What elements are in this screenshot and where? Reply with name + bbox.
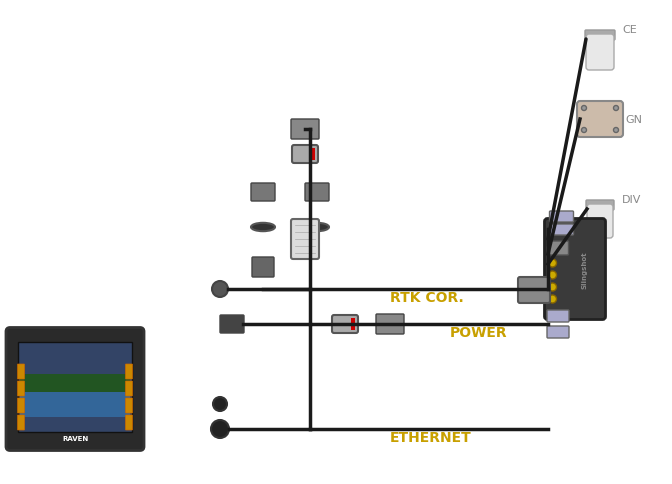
Text: RTK COR.: RTK COR. (390, 290, 464, 304)
FancyBboxPatch shape (17, 415, 24, 430)
FancyBboxPatch shape (585, 31, 615, 41)
Circle shape (581, 106, 587, 111)
FancyBboxPatch shape (544, 219, 605, 320)
FancyBboxPatch shape (577, 102, 623, 138)
FancyBboxPatch shape (126, 364, 132, 379)
FancyBboxPatch shape (305, 183, 329, 201)
FancyBboxPatch shape (17, 398, 24, 413)
Text: CE: CE (622, 25, 637, 35)
FancyBboxPatch shape (126, 381, 132, 396)
FancyBboxPatch shape (17, 364, 24, 379)
FancyBboxPatch shape (332, 316, 358, 333)
Circle shape (548, 272, 556, 279)
FancyBboxPatch shape (251, 183, 275, 201)
Bar (311, 149, 315, 161)
FancyBboxPatch shape (547, 326, 569, 338)
Circle shape (548, 259, 556, 268)
FancyBboxPatch shape (586, 200, 614, 211)
Circle shape (581, 128, 587, 133)
FancyBboxPatch shape (292, 146, 318, 164)
FancyBboxPatch shape (17, 381, 24, 396)
FancyBboxPatch shape (291, 220, 319, 259)
FancyBboxPatch shape (587, 205, 613, 239)
Text: Slingshot: Slingshot (582, 251, 588, 288)
FancyBboxPatch shape (6, 328, 144, 451)
Circle shape (614, 128, 618, 133)
Ellipse shape (305, 223, 329, 232)
Circle shape (211, 420, 229, 438)
FancyBboxPatch shape (548, 242, 569, 256)
FancyBboxPatch shape (550, 225, 573, 236)
FancyBboxPatch shape (518, 277, 550, 303)
FancyBboxPatch shape (376, 314, 404, 334)
Circle shape (213, 397, 227, 411)
FancyBboxPatch shape (252, 257, 274, 277)
FancyBboxPatch shape (20, 374, 130, 392)
Text: DIV: DIV (622, 195, 641, 205)
Circle shape (614, 106, 618, 111)
FancyBboxPatch shape (550, 212, 573, 223)
Circle shape (212, 281, 228, 297)
FancyBboxPatch shape (547, 310, 569, 322)
Ellipse shape (251, 223, 275, 232)
FancyBboxPatch shape (291, 120, 319, 140)
Text: POWER: POWER (450, 325, 507, 339)
FancyBboxPatch shape (220, 316, 244, 333)
FancyBboxPatch shape (586, 35, 614, 71)
FancyBboxPatch shape (18, 342, 132, 432)
Bar (351, 318, 355, 330)
FancyBboxPatch shape (126, 415, 132, 430)
FancyBboxPatch shape (126, 398, 132, 413)
Text: RAVEN: RAVEN (62, 436, 88, 441)
Text: GN: GN (625, 115, 642, 125)
Circle shape (548, 284, 556, 291)
Circle shape (548, 295, 556, 303)
FancyBboxPatch shape (20, 377, 130, 417)
Text: ETHERNET: ETHERNET (390, 430, 472, 444)
